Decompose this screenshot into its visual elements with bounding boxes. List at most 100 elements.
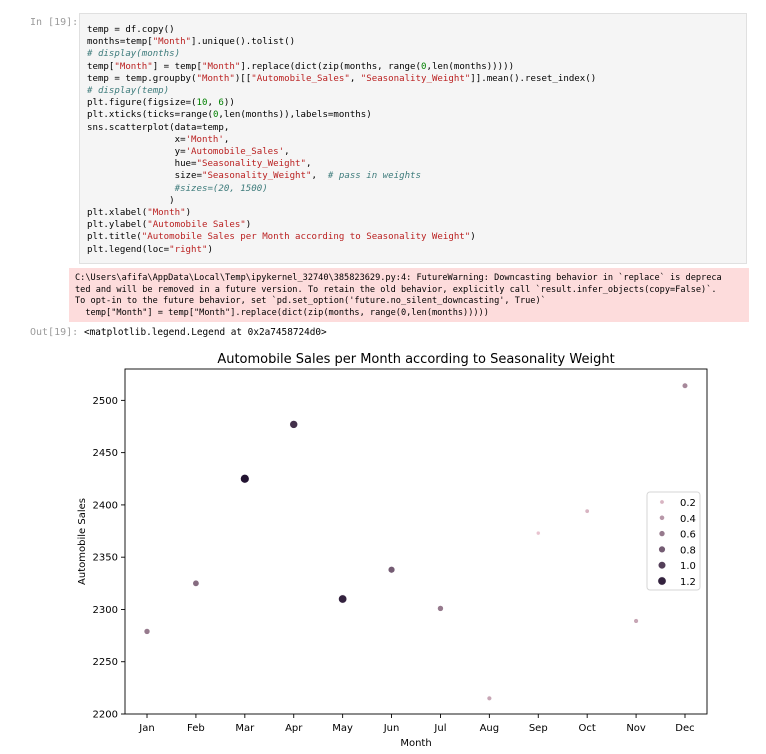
code-token: plt.legend(loc= [87,244,170,255]
data-point [681,382,689,389]
code-token: "Month" [114,61,153,72]
code-line: temp = df.copy() [87,25,175,35]
x-axis-label: Month [400,738,431,749]
data-point [192,579,200,587]
code-line: plt.title("Automobile Sales per Month ac… [87,232,476,242]
code-token: , [207,98,219,109]
code-token: , [311,171,328,182]
code-token: ,len(months)),labels=months) [218,110,372,121]
code-token: "right" [169,244,208,255]
x-tick-label: Oct [579,723,596,734]
x-tick-label: Dec [675,723,694,734]
warning-text: C:\Users\afifa\AppData\Local\Temp\ipyker… [75,273,722,319]
plot-frame [124,368,708,715]
data-point [437,605,444,612]
input-prompt: In [19]: [30,17,79,28]
warning-line: ted and will be removed in a future vers… [75,284,717,295]
code-token: plt.title( [87,232,142,243]
code-token: ] = temp[ [152,61,202,72]
code-token: ) [470,232,476,243]
y-tick-label: 2250 [93,657,118,668]
code-line: temp = temp.groupby("Month")[["Automobil… [87,74,596,84]
code-token: months=temp[ [87,37,153,48]
code-token: "Seasonality_Weight" [360,73,471,84]
legend-label: 0.4 [680,514,696,525]
code-line: sns.scatterplot(data=temp, [87,123,229,133]
y-tick-label: 2200 [93,710,118,721]
code-token: y= [87,147,186,158]
legend-label: 1.2 [680,577,696,588]
legend-marker [658,530,666,537]
legend-label: 0.8 [680,545,696,556]
code-token: 6 [218,98,224,109]
legend-label: 1.0 [680,561,696,572]
code-token: size= [87,171,202,182]
code-token: #sizes=(20, 1500) [174,183,268,194]
code-line: plt.xticks(ticks=range(0,len(months)),la… [87,110,372,120]
legend-label: 0.2 [680,498,696,509]
code-line: plt.ylabel("Automobile Sales") [87,220,251,230]
y-axis-label: Automobile Sales [77,498,88,585]
y-tick-label: 2450 [93,448,118,459]
code-token: ) [185,208,192,219]
chart-title: Automobile Sales per Month according to … [217,352,614,367]
code-token: "Seasonality_Weight" [201,171,312,182]
code-token: temp[ [87,61,115,72]
warning-output: C:\Users\afifa\AppData\Local\Temp\ipyker… [69,268,749,322]
code-line: size="Seasonality_Weight", # pass in wei… [87,171,421,181]
code-line: hue="Seasonality_Weight", [87,159,312,170]
legend-marker [659,514,665,521]
code-line: #sizes=(20, 1500) [87,184,268,194]
data-point [486,695,493,702]
code-line: temp["Month"] = temp["Month"].replace(di… [87,62,514,72]
warning-line: To opt-in to the future behavior, set `p… [75,296,546,307]
code-token: "Month" [152,37,192,48]
code-token: )[[ [234,73,252,84]
legend-marker [657,576,667,586]
code-cell-editor[interactable]: temp = df.copy() months=temp["Month"].un… [79,13,747,264]
data-point [387,566,396,574]
code-token: hue= [87,159,197,170]
code-token: # display(temp) [87,86,170,97]
legend-label: 0.6 [680,530,696,541]
code-token: temp = temp.groupby( [87,73,197,84]
code-token [87,184,175,194]
code-line: # display(temp) [87,86,169,96]
code-token: plt.xticks(ticks=range( [87,110,213,121]
code-line: plt.legend(loc="right") [87,245,213,255]
code-token: plt.figure(figsize=( [87,98,197,109]
code-token: # display(months) [87,49,181,60]
code-token: ].replace(dict(zip(months, range( [240,61,421,72]
data-point [584,508,590,514]
code-token: x= [87,134,186,145]
code-token: ) [87,195,175,206]
code-line: plt.xlabel("Month") [87,208,191,218]
y-tick-label: 2500 [93,396,118,407]
code-token: 'Month' [185,134,224,145]
code-token: ,len(months))))) [426,61,515,72]
legend-marker [659,499,665,505]
code-token: ]].mean().reset_index() [470,73,597,84]
code-token: plt.xlabel( [87,208,148,219]
code-token: # pass in weights [327,171,421,182]
x-tick-label: May [332,723,353,734]
code-token: ].unique().tolist() [191,37,296,48]
code-line: months=temp["Month"].unique().tolist() [87,37,295,47]
code-token: , [223,134,230,145]
legend-marker [658,545,666,554]
warning-line: C:\Users\afifa\AppData\Local\Temp\ipyker… [75,273,722,283]
code-token: ) [245,220,252,231]
code-token: "Automobile Sales" [147,220,246,231]
code-token: "Month" [147,208,186,219]
code-token: , [306,159,312,170]
y-tick-label: 2400 [93,500,118,511]
code-token: "Seasonality_Weight" [196,159,307,170]
data-point [240,474,250,484]
x-tick-label: Sep [529,723,548,734]
code-token: "Month" [196,73,235,84]
code-text: temp = df.copy() months=temp["Month"].un… [87,24,596,256]
x-tick-label: Feb [187,723,205,734]
data-point [289,420,299,429]
data-point [633,618,639,624]
x-tick-label: Mar [235,723,255,734]
